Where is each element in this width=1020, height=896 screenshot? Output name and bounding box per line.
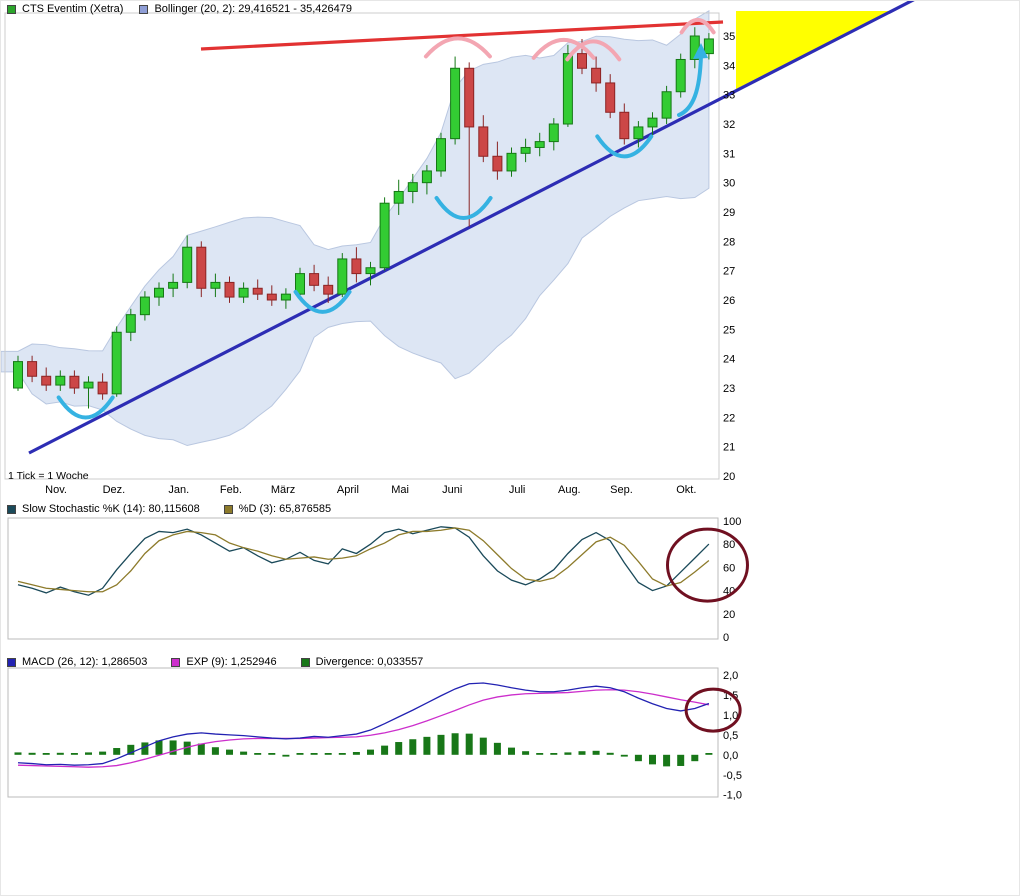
stoch-k-series-marker: [7, 504, 16, 514]
svg-text:29: 29: [723, 207, 735, 219]
svg-text:31: 31: [723, 148, 735, 160]
legend-item-exp: EXP (9): 1,252946: [171, 656, 277, 668]
stochastic-panel: Slow Stochastic %K (14): 80,115608 %D (3…: [1, 501, 1019, 654]
macd-chart-canvas: 2,01,51,00,50,0-0,5-1,0: [7, 667, 742, 802]
svg-text:April: April: [337, 484, 359, 496]
svg-text:Dez.: Dez.: [103, 484, 126, 496]
bollinger-series-marker: [139, 4, 149, 14]
svg-text:20: 20: [723, 609, 735, 621]
svg-text:Juni: Juni: [442, 484, 462, 496]
svg-text:26: 26: [723, 295, 735, 307]
svg-text:Jan.: Jan.: [168, 484, 189, 496]
svg-text:Feb.: Feb.: [220, 484, 242, 496]
divergence-legend-label: Divergence: 0,033557: [315, 656, 424, 668]
svg-text:Sep.: Sep.: [610, 484, 633, 496]
svg-text:1 Tick = 1 Woche: 1 Tick = 1 Woche: [8, 470, 89, 482]
svg-text:0,0: 0,0: [723, 750, 738, 762]
svg-text:35: 35: [723, 31, 735, 43]
svg-text:Mai: Mai: [391, 484, 409, 496]
macd-series-marker: [7, 657, 16, 667]
svg-text:21: 21: [723, 442, 735, 454]
svg-text:-1,0: -1,0: [723, 790, 742, 802]
legend-item-divergence: Divergence: 0,033557: [300, 656, 424, 668]
svg-text:100: 100: [723, 516, 741, 528]
svg-text:1,0: 1,0: [723, 710, 738, 722]
svg-text:Nov.: Nov.: [45, 484, 67, 496]
legend-item-stoch-d: %D (3): 65,876585: [223, 503, 332, 515]
svg-text:0,5: 0,5: [723, 730, 738, 742]
svg-text:22: 22: [723, 412, 735, 424]
svg-text:28: 28: [723, 236, 735, 248]
svg-text:27: 27: [723, 266, 735, 278]
svg-text:0: 0: [723, 632, 729, 644]
bollinger-legend-label: Bollinger (20, 2): 29,416521 - 35,426479: [154, 3, 353, 15]
svg-text:30: 30: [723, 178, 735, 190]
macd-legend-label: MACD (26, 12): 1,286503: [22, 656, 148, 668]
svg-text:60: 60: [723, 562, 735, 574]
svg-text:24: 24: [723, 354, 735, 366]
instrument-series-marker: [7, 4, 16, 14]
exp-series-marker: [171, 657, 181, 667]
instrument-legend-label: CTS Eventim (Xetra): [22, 3, 124, 15]
svg-text:33: 33: [723, 90, 735, 102]
main-chart-legend: CTS Eventim (Xetra) Bollinger (20, 2): 2…: [7, 3, 352, 15]
main-chart-panel: CTS Eventim (Xetra) Bollinger (20, 2): 2…: [1, 1, 1019, 501]
divergence-series-marker: [300, 657, 310, 667]
svg-text:80: 80: [723, 539, 735, 551]
stochastic-legend: Slow Stochastic %K (14): 80,115608 %D (3…: [7, 503, 331, 515]
svg-text:Aug.: Aug.: [558, 484, 581, 496]
macd-legend: MACD (26, 12): 1,286503 EXP (9): 1,25294…: [7, 656, 423, 668]
svg-text:2,0: 2,0: [723, 670, 738, 682]
svg-text:25: 25: [723, 324, 735, 336]
candlestick-chart-canvas: 20 21 22 23 24 25 26 27 28 29 30 31 32 33 34 35 Nov. Dez.…: [1, 1, 915, 496]
svg-text:Okt.: Okt.: [676, 484, 696, 496]
svg-text:34: 34: [723, 60, 735, 72]
legend-item-stoch-k: Slow Stochastic %K (14): 80,115608: [7, 503, 200, 515]
legend-item-bollinger: Bollinger (20, 2): 29,416521 - 35,426479: [139, 3, 352, 15]
stoch-d-series-marker: [223, 504, 233, 514]
svg-text:-0,5: -0,5: [723, 770, 742, 782]
svg-text:23: 23: [723, 383, 735, 395]
exp-legend-label: EXP (9): 1,252946: [186, 656, 277, 668]
svg-text:März: März: [271, 484, 295, 496]
stoch-d-legend-label: %D (3): 65,876585: [238, 503, 332, 515]
svg-text:20: 20: [723, 471, 735, 483]
legend-item-instrument: CTS Eventim (Xetra): [7, 3, 123, 15]
svg-text:Juli: Juli: [509, 484, 526, 496]
svg-text:32: 32: [723, 119, 735, 131]
legend-item-macd: MACD (26, 12): 1,286503: [7, 656, 147, 668]
stoch-k-legend-label: Slow Stochastic %K (14): 80,115608: [22, 503, 200, 515]
macd-panel: MACD (26, 12): 1,286503 EXP (9): 1,25294…: [1, 654, 1019, 809]
